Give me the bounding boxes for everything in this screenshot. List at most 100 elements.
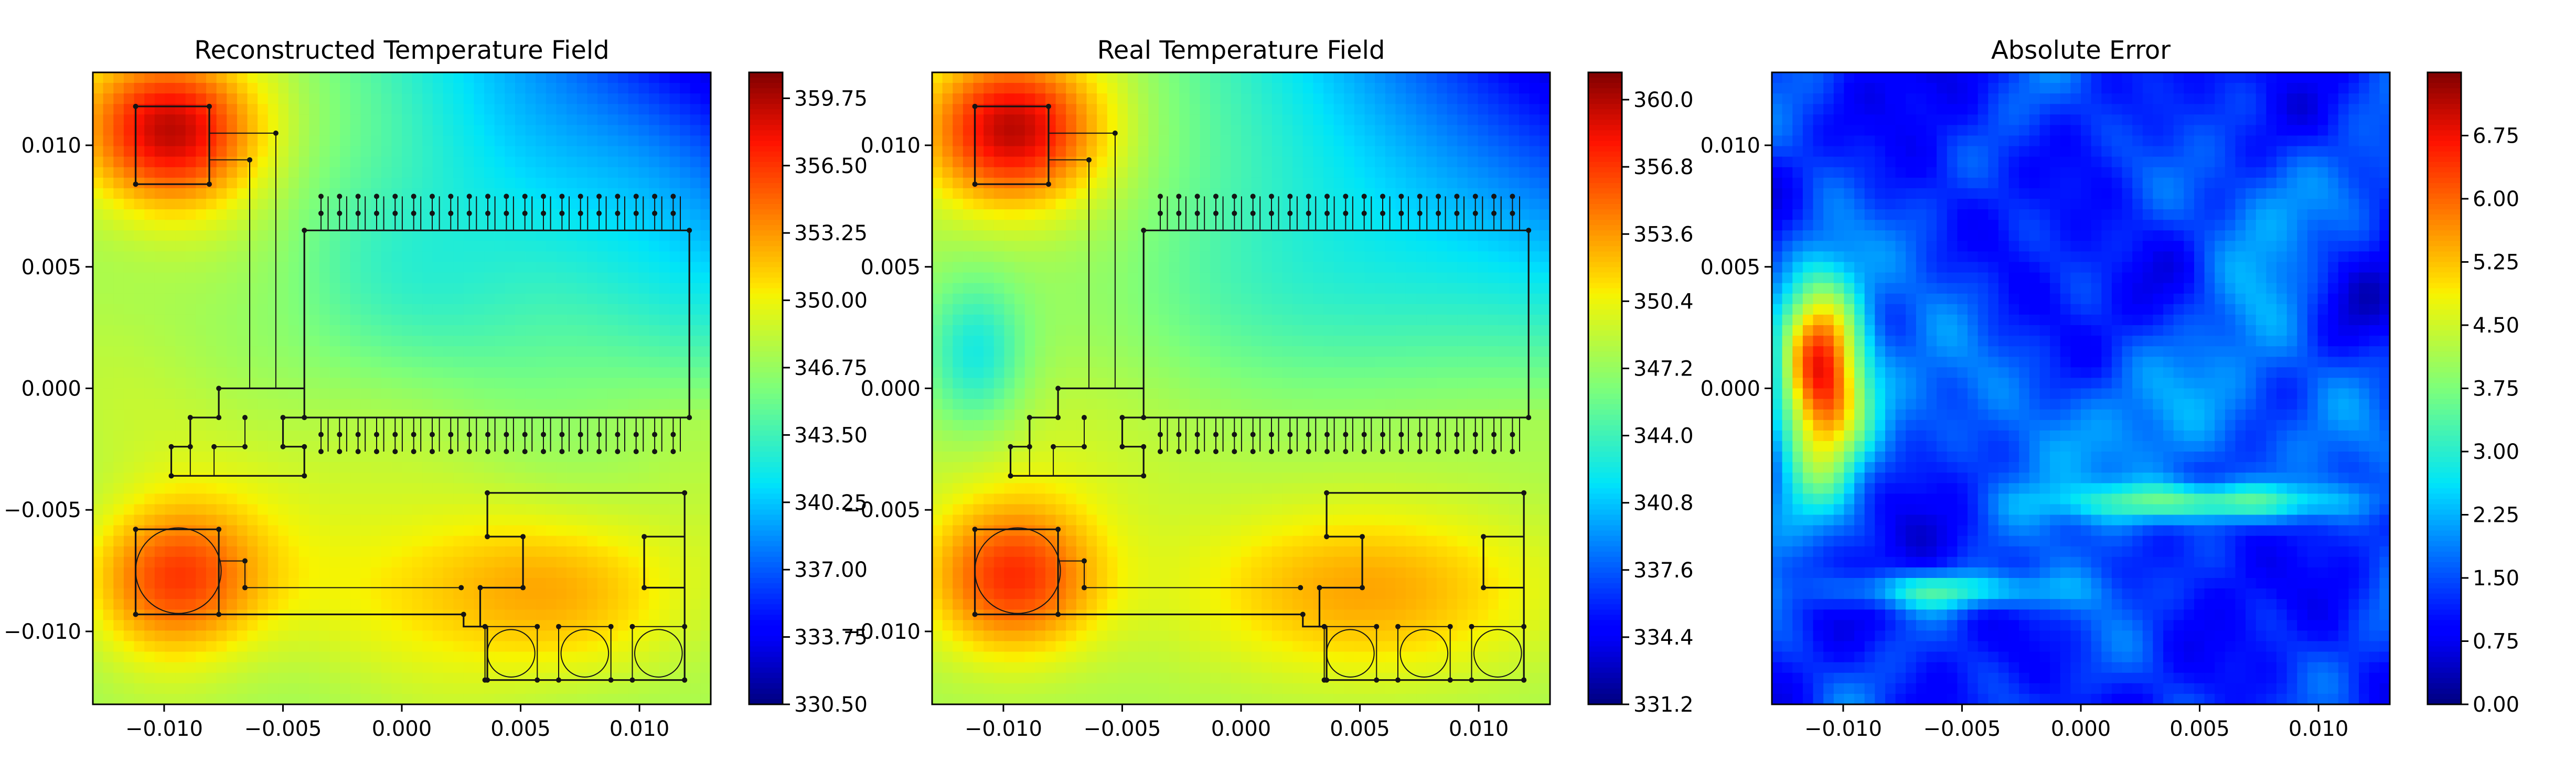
- heatmap-cell: [932, 367, 943, 379]
- heatmap-cell: [247, 662, 258, 673]
- heatmap-cell: [1045, 357, 1056, 368]
- heatmap-cell: [1045, 336, 1056, 347]
- heatmap-cell: [288, 114, 300, 126]
- heatmap-cell: [196, 283, 207, 294]
- heatmap-cell: [932, 483, 943, 495]
- heatmap-cell: [566, 504, 578, 516]
- heatmap-cell: [463, 104, 475, 115]
- heatmap-cell: [175, 494, 186, 505]
- heatmap-cell: [185, 620, 197, 631]
- heatmap-cell: [618, 641, 629, 652]
- heatmap-cell: [1035, 83, 1046, 94]
- heatmap-cell: [227, 452, 238, 463]
- heatmap-cell: [953, 188, 964, 199]
- colorbar-segment: [749, 499, 783, 505]
- heatmap-cell: [443, 525, 454, 537]
- colorbar-segment: [749, 630, 783, 637]
- heatmap-cell: [1066, 357, 1077, 368]
- heatmap-cell: [443, 556, 454, 568]
- heatmap-cell: [690, 135, 701, 147]
- heatmap-cell: [381, 473, 392, 484]
- heatmap-cell: [453, 146, 464, 157]
- heatmap-cell: [984, 588, 995, 599]
- heatmap-cell: [1014, 346, 1025, 358]
- heatmap-cell: [432, 346, 444, 358]
- layout-vertex: [615, 194, 621, 199]
- heatmap-cell: [474, 188, 485, 199]
- heatmap-cell: [628, 230, 639, 242]
- colorbar-segment: [749, 304, 783, 310]
- heatmap-cell: [391, 325, 402, 336]
- heatmap-cell: [1014, 514, 1025, 526]
- heatmap-cell: [340, 167, 351, 178]
- heatmap-cell: [669, 83, 680, 94]
- heatmap-cell: [607, 314, 619, 326]
- heatmap-cell: [649, 272, 660, 284]
- heatmap-cell: [123, 473, 135, 484]
- heatmap-cell: [309, 420, 320, 431]
- heatmap-cell: [973, 672, 984, 684]
- heatmap-cell: [953, 399, 964, 410]
- heatmap-cell: [576, 272, 588, 284]
- heatmap-cell: [288, 72, 300, 83]
- heatmap-cell: [484, 504, 495, 516]
- heatmap-cell: [576, 494, 588, 505]
- layout-vertex: [242, 585, 248, 591]
- heatmap-cell: [258, 535, 269, 547]
- heatmap-cell: [1066, 494, 1077, 505]
- heatmap-cell: [963, 209, 974, 220]
- heatmap-cell: [1024, 388, 1036, 400]
- heatmap-cell: [319, 494, 330, 505]
- heatmap-cell: [329, 683, 340, 694]
- heatmap-cell: [536, 420, 547, 431]
- heatmap-cell: [474, 683, 485, 694]
- heatmap-cell: [165, 630, 176, 642]
- heatmap-cell: [391, 135, 402, 147]
- heatmap-cell: [963, 220, 974, 231]
- colorbar-segment: [749, 462, 783, 468]
- heatmap-cell: [1014, 135, 1025, 147]
- heatmap-cell: [587, 693, 598, 705]
- heatmap-cell: [113, 93, 124, 105]
- heatmap-cell: [536, 336, 547, 347]
- heatmap-cell: [1097, 220, 1108, 231]
- heatmap-cell: [185, 336, 197, 347]
- heatmap-cell: [1004, 388, 1015, 400]
- heatmap-cell: [463, 251, 475, 263]
- heatmap-cell: [607, 483, 619, 495]
- heatmap-cell: [319, 693, 330, 705]
- heatmap-cell: [247, 93, 258, 105]
- heatmap-cell: [268, 441, 279, 452]
- heatmap-cell: [340, 357, 351, 368]
- heatmap-cell: [659, 409, 670, 421]
- colorbar-segment: [749, 209, 783, 215]
- heatmap-cell: [690, 672, 701, 684]
- heatmap-cell: [154, 304, 166, 315]
- heatmap-cell: [669, 462, 680, 473]
- heatmap-cell: [412, 272, 423, 284]
- heatmap-cell: [546, 93, 557, 105]
- heatmap-cell: [319, 304, 330, 315]
- heatmap-cell: [1035, 114, 1046, 126]
- heatmap-cell: [515, 588, 526, 599]
- heatmap-cell: [402, 125, 413, 136]
- heatmap-cell: [1045, 367, 1056, 379]
- heatmap-cell: [1045, 283, 1056, 294]
- heatmap-cell: [566, 630, 578, 642]
- heatmap-cell: [536, 452, 547, 463]
- heatmap-cell: [669, 336, 680, 347]
- colorbar-frame: [748, 71, 784, 705]
- heatmap-cell: [227, 588, 238, 599]
- heatmap-cell: [381, 514, 392, 526]
- heatmap-cell: [1024, 336, 1036, 347]
- heatmap-cell: [350, 93, 361, 105]
- heatmap-cell: [175, 209, 186, 220]
- heatmap-cell: [144, 230, 155, 242]
- layout-trace: [219, 613, 488, 628]
- layout-vertex: [633, 449, 639, 454]
- heatmap-cell: [669, 588, 680, 599]
- heatmap-cell: [993, 378, 1005, 389]
- heatmap-cell: [1066, 251, 1077, 263]
- heatmap-cell: [953, 578, 964, 589]
- layout-vertex: [466, 194, 472, 199]
